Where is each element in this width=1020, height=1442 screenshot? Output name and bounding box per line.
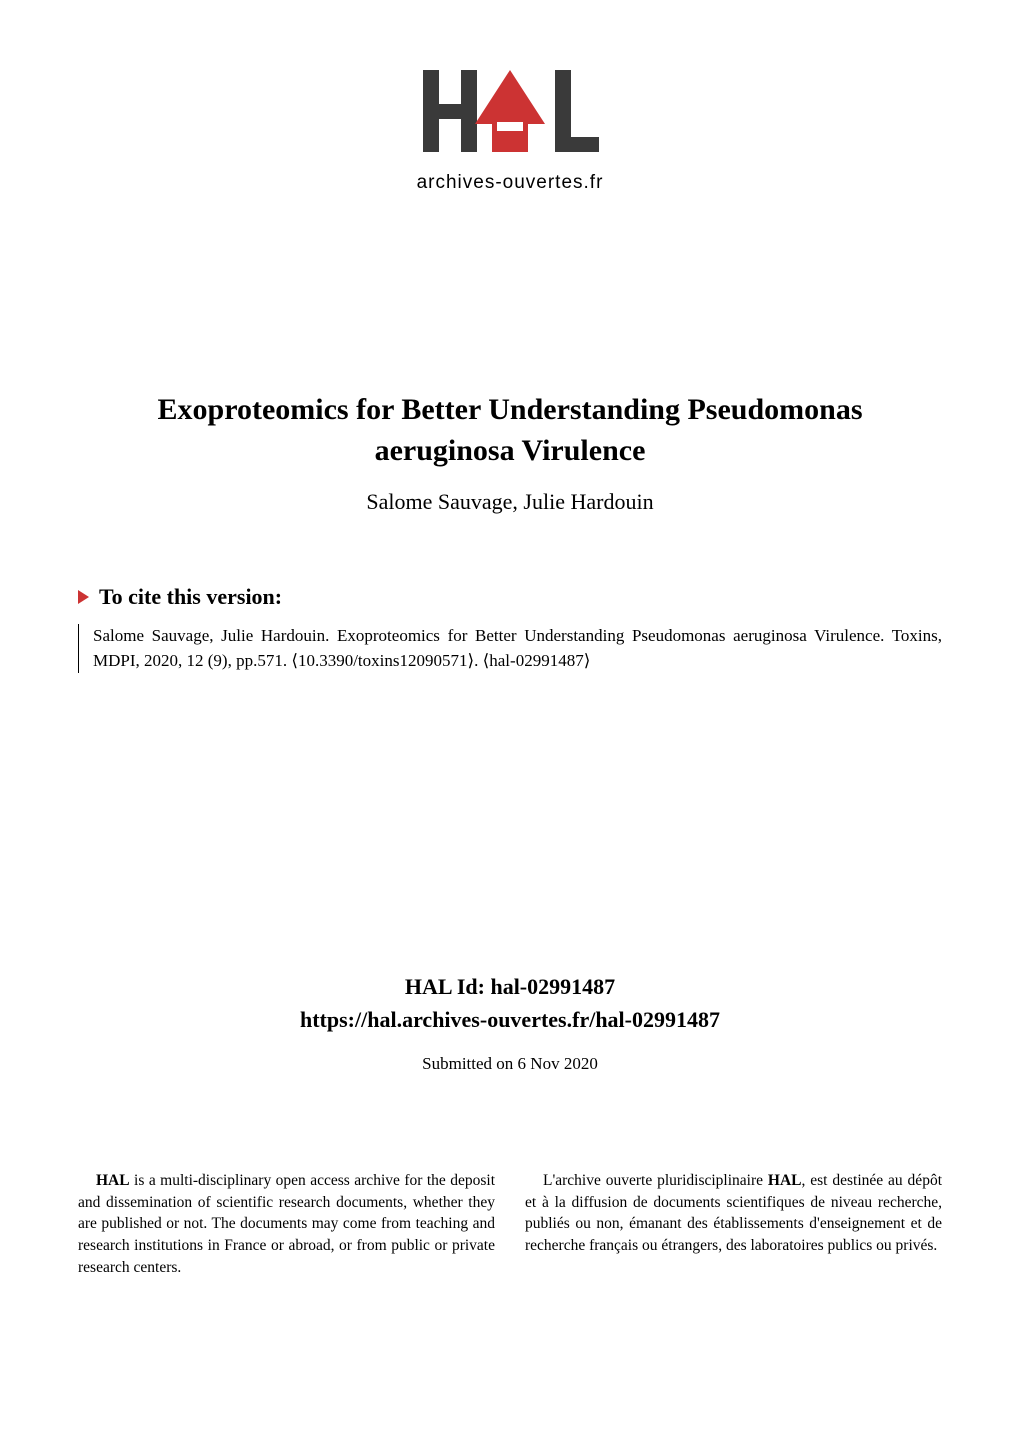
paper-title: Exoproteomics for Better Understanding P…: [60, 390, 960, 471]
col-right-bold: HAL: [768, 1172, 802, 1189]
col-left-bold: HAL: [96, 1172, 130, 1189]
description-columns: HAL is a multi-disciplinary open access …: [78, 1170, 942, 1278]
halid-value: hal-02991487: [490, 974, 615, 999]
cite-block: To cite this version: Salome Sauvage, Ju…: [78, 584, 942, 673]
paper-authors: Salome Sauvage, Julie Hardouin: [60, 489, 960, 515]
col-left-rest: is a multi-disciplinary open access arch…: [78, 1172, 495, 1276]
paper-title-line2: aeruginosa Virulence: [375, 434, 646, 467]
hal-logo-block: archives-ouvertes.fr: [415, 60, 605, 194]
paper-title-line1: Exoproteomics for Better Understanding P…: [158, 393, 863, 426]
cite-body: Salome Sauvage, Julie Hardouin. Exoprote…: [78, 624, 942, 673]
halid-label: HAL Id:: [405, 974, 491, 999]
cite-body-line1: Salome Sauvage, Julie Hardouin. Exoprote…: [93, 626, 807, 645]
col-right-before: L'archive ouverte pluridisciplinaire: [543, 1172, 768, 1189]
halid-block: HAL Id: hal-02991487 https://hal.archive…: [0, 970, 1020, 1074]
title-block: Exoproteomics for Better Understanding P…: [0, 390, 1020, 515]
hal-logo-subtitle: archives-ouvertes.fr: [415, 172, 605, 194]
halid-line: HAL Id: hal-02991487: [0, 970, 1020, 1003]
submitted-date: Submitted on 6 Nov 2020: [0, 1054, 1020, 1074]
halid-url: https://hal.archives-ouvertes.fr/hal-029…: [0, 1003, 1020, 1036]
column-right: L'archive ouverte pluridisciplinaire HAL…: [525, 1170, 942, 1278]
triangle-right-icon: [78, 590, 89, 604]
cite-header: To cite this version:: [78, 584, 942, 610]
column-left: HAL is a multi-disciplinary open access …: [78, 1170, 495, 1278]
hal-logo-icon: [415, 60, 605, 170]
cite-header-text: To cite this version:: [99, 584, 282, 610]
